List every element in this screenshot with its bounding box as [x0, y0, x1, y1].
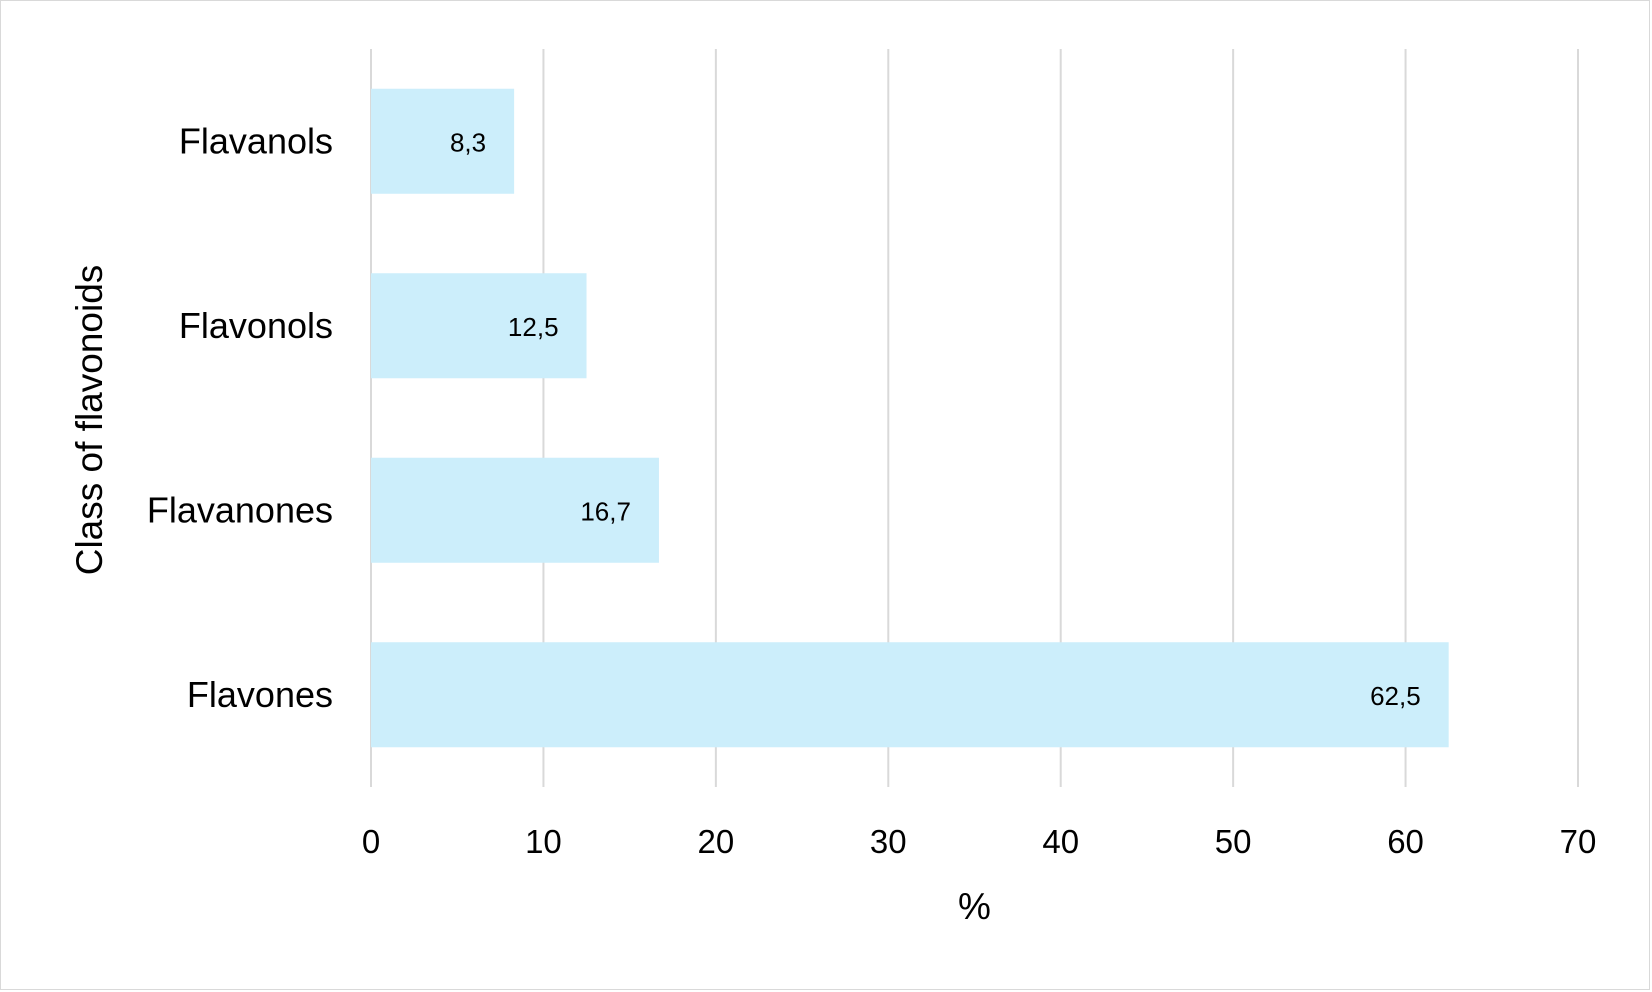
- x-tick-label: 0: [362, 823, 380, 860]
- x-tick-label: 70: [1560, 823, 1597, 860]
- x-tick-label: 50: [1215, 823, 1252, 860]
- bar-flavonols: [371, 273, 587, 379]
- labels: 0 10 20 30 40 50 60 70 Flavanols 8,3 Flavonols 12,5…: [147, 120, 1596, 860]
- bars: [371, 88, 1449, 748]
- x-tick-label: 30: [870, 823, 907, 860]
- category-label: Flavones: [187, 674, 333, 715]
- category-label: Flavonols: [179, 305, 333, 346]
- bar-flavones: [371, 642, 1449, 748]
- bar-flavanols: [371, 88, 515, 194]
- data-label: 62,5: [1370, 681, 1421, 711]
- x-tick-label: 10: [525, 823, 562, 860]
- bar-flavanones: [371, 457, 659, 563]
- x-axis-title: %: [958, 886, 991, 927]
- data-label: 8,3: [450, 127, 486, 157]
- x-tick-label: 20: [697, 823, 734, 860]
- x-tick-label: 40: [1042, 823, 1079, 860]
- data-label: 12,5: [508, 312, 559, 342]
- category-label: Flavanols: [179, 120, 333, 161]
- category-label: Flavanones: [147, 489, 333, 530]
- gridlines: [370, 49, 1579, 787]
- y-axis-title: Class of flavonoids: [69, 265, 110, 576]
- data-label: 16,7: [580, 496, 631, 526]
- x-tick-label: 60: [1387, 823, 1424, 860]
